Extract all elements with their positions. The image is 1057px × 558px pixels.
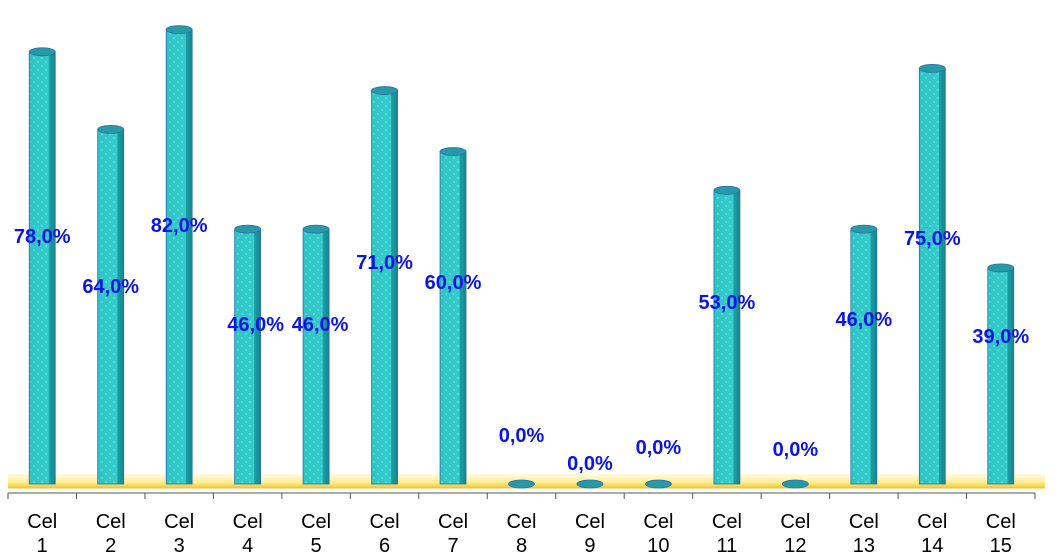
x-tick-label: Cel 8 xyxy=(506,511,536,557)
x-tick-label: Cel 2 xyxy=(96,511,126,557)
data-label: 0,0% xyxy=(773,439,819,461)
bar-top xyxy=(234,224,262,234)
bar-texture xyxy=(235,229,254,484)
bar-top xyxy=(645,479,672,489)
bar-top xyxy=(918,64,946,73)
bar-texture xyxy=(98,129,117,485)
bar-top xyxy=(28,47,56,57)
x-tick-label: Cel 15 xyxy=(986,511,1016,557)
x-tick-label: Cel 4 xyxy=(233,511,263,557)
bar-top xyxy=(850,224,878,234)
bar-top xyxy=(439,147,467,156)
bar-top xyxy=(781,479,809,489)
data-labels: 78,0% 64,0% 82,0% 46,0% 46,0% 71,0% 60,0% 0,0% 0… xyxy=(14,215,1029,475)
bar-texture xyxy=(441,151,460,484)
bar-texture xyxy=(30,51,49,484)
bars xyxy=(28,25,1015,489)
data-label: 53,0% xyxy=(699,292,756,314)
data-label: 78,0% xyxy=(14,226,71,248)
bar-texture xyxy=(372,90,391,484)
data-label: 71,0% xyxy=(356,252,413,274)
x-tick-label: Cel 10 xyxy=(643,511,673,557)
data-label: 46,0% xyxy=(292,314,349,336)
bar-top xyxy=(302,224,330,234)
x-tick-label: Cel 1 xyxy=(27,511,57,557)
data-label: 0,0% xyxy=(567,453,613,475)
x-tick-label: Cel 9 xyxy=(575,511,605,557)
data-label: 64,0% xyxy=(82,276,139,298)
x-tick-label: Cel 13 xyxy=(849,511,879,557)
data-label: 0,0% xyxy=(499,425,545,447)
data-label: 46,0% xyxy=(227,314,284,336)
bar-top xyxy=(713,185,741,195)
x-tick-label: Cel 7 xyxy=(438,511,468,557)
data-label: 39,0% xyxy=(972,326,1029,348)
bar-top xyxy=(165,25,193,35)
x-tick-label: Cel 11 xyxy=(712,511,742,557)
bar-top xyxy=(97,124,125,134)
bar-texture xyxy=(920,68,939,484)
bar-top xyxy=(576,479,604,489)
bar-texture xyxy=(304,229,323,484)
x-tick-label: Cel 5 xyxy=(301,511,331,557)
data-label: 0,0% xyxy=(636,437,682,459)
x-tick-label: Cel 14 xyxy=(917,511,947,557)
x-tick-label: Cel 6 xyxy=(370,511,400,557)
bar-top xyxy=(371,86,398,95)
bar-top xyxy=(508,479,535,489)
bar-texture xyxy=(167,29,186,484)
data-label: 46,0% xyxy=(835,309,892,331)
bar-texture xyxy=(851,229,870,484)
x-tick-label: Cel 3 xyxy=(164,511,194,557)
x-axis: Cel 1 Cel 2 Cel 3 Cel 4 Cel 5 Cel 6 Cel 7 Cel 8 Cel 9 Cel 1… xyxy=(7,492,1036,557)
bar-texture xyxy=(988,267,1007,484)
data-label: 82,0% xyxy=(151,215,208,237)
data-label: 60,0% xyxy=(425,272,482,294)
data-label: 75,0% xyxy=(904,228,961,250)
x-tick-label: Cel 12 xyxy=(780,511,810,557)
bar-top xyxy=(987,263,1015,273)
bar-texture xyxy=(714,190,733,485)
